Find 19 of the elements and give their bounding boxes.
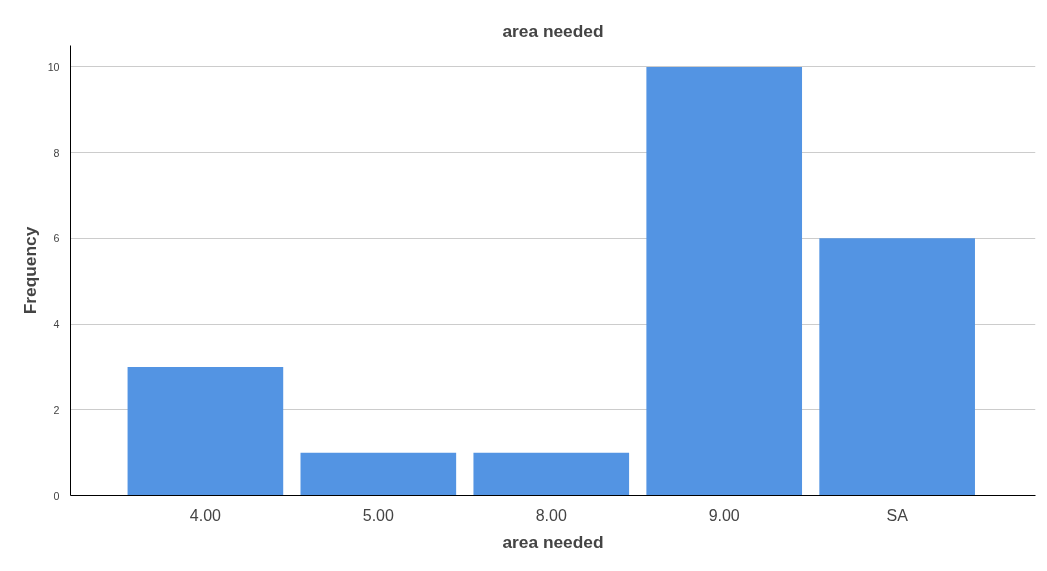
y-tick-label: 2 [53, 403, 60, 416]
y-tick-label: 8 [53, 146, 60, 159]
y-tick-label: 10 [47, 60, 60, 73]
x-axis-title: area needed [502, 531, 604, 552]
x-tick-label: SA [886, 506, 909, 524]
y-axis-title: Frequency [19, 226, 40, 315]
bar [819, 238, 975, 496]
y-tick-label: 6 [53, 232, 60, 245]
bar [127, 366, 284, 496]
bar [473, 452, 630, 496]
x-tick-label: 5.00 [362, 506, 394, 524]
x-tick-label: 8.00 [535, 506, 567, 524]
bar [300, 452, 457, 496]
chart-title: area needed [502, 20, 604, 41]
bar [646, 66, 803, 496]
x-tick-label: 9.00 [708, 506, 740, 524]
x-tick-label: 4.00 [189, 506, 222, 524]
y-tick-label: 0 [53, 489, 60, 502]
y-tick-label: 4 [53, 318, 60, 331]
